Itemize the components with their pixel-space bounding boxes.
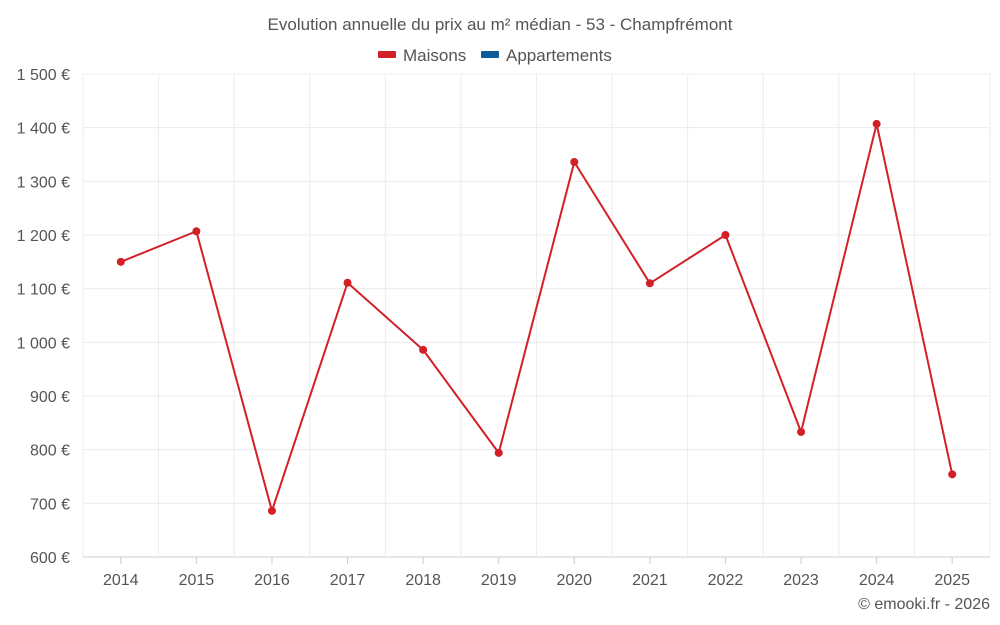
legend: Maisons Appartements	[378, 46, 612, 65]
data-point-maisons-2022[interactable]	[721, 231, 730, 239]
x-tick-label: 2018	[405, 572, 441, 589]
legend-label-maisons: Maisons	[403, 46, 466, 65]
x-tick-label: 2016	[254, 572, 290, 589]
x-tick-label: 2015	[179, 572, 215, 589]
data-point-maisons-2020[interactable]	[570, 158, 579, 167]
y-tick-label: 1 000 €	[17, 335, 70, 352]
legend-label-appartements: Appartements	[506, 46, 612, 65]
data-point-maisons-2024[interactable]	[872, 119, 881, 128]
y-tick-label: 800 €	[30, 443, 70, 460]
x-tick-label: 2021	[632, 572, 668, 589]
x-axis: 2014 2015 2016 2017 2018 2019 2020 2021 2022 2023…	[103, 557, 970, 589]
y-tick-label: 1 400 €	[17, 121, 70, 138]
x-tick-label: 2017	[330, 572, 366, 589]
data-point-maisons-2018[interactable]	[419, 345, 428, 354]
y-tick-label: 1 300 €	[17, 174, 70, 191]
gridlines	[82, 73, 991, 558]
data-point-maisons-2014[interactable]	[116, 257, 125, 266]
series-maisons	[116, 119, 957, 515]
legend-swatch-maisons	[378, 51, 396, 58]
credit-text: © emooki.fr - 2026	[858, 596, 990, 613]
y-tick-label: 1 200 €	[17, 228, 70, 245]
data-point-maisons-2015[interactable]	[192, 227, 201, 236]
series-line-maisons	[120, 122, 954, 512]
y-tick-label: 900 €	[30, 389, 70, 406]
data-point-maisons-2019[interactable]	[494, 448, 503, 457]
y-axis: 1 500 € 1 400 € 1 300 € 1 200 € 1 100 € 1 000…	[17, 67, 70, 567]
x-tick-label: 2022	[708, 572, 744, 589]
x-tick-label: 2014	[103, 572, 139, 589]
legend-item-maisons[interactable]: Maisons	[378, 46, 466, 65]
data-point-maisons-2025[interactable]	[948, 470, 957, 479]
legend-item-appartements[interactable]: Appartements	[481, 46, 612, 65]
x-tick-label: 2025	[934, 572, 970, 589]
y-tick-label: 1 100 €	[17, 282, 70, 299]
chart-title: Evolution annuelle du prix au m² médian …	[268, 15, 733, 34]
y-tick-label: 1 500 €	[17, 67, 70, 84]
x-tick-label: 2024	[859, 572, 895, 589]
data-point-maisons-2023[interactable]	[797, 427, 806, 436]
y-tick-label: 600 €	[30, 550, 70, 567]
data-point-maisons-2016[interactable]	[267, 506, 276, 515]
legend-swatch-appartements	[481, 51, 499, 58]
x-tick-label: 2023	[783, 572, 819, 589]
data-point-maisons-2017[interactable]	[343, 278, 352, 287]
data-point-maisons-2021[interactable]	[645, 279, 654, 288]
x-tick-label: 2019	[481, 572, 517, 589]
y-tick-label: 700 €	[30, 496, 70, 513]
x-tick-label: 2020	[556, 572, 592, 589]
